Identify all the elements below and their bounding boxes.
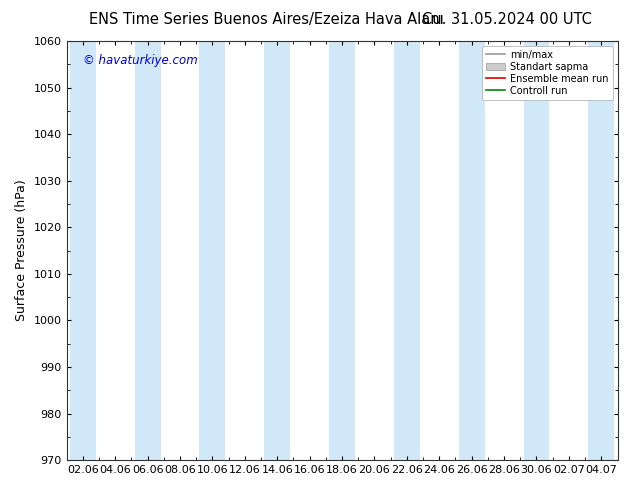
Bar — [588, 41, 614, 460]
Text: Cu. 31.05.2024 00 UTC: Cu. 31.05.2024 00 UTC — [422, 12, 592, 27]
Bar — [264, 41, 290, 460]
Y-axis label: Surface Pressure (hPa): Surface Pressure (hPa) — [15, 180, 28, 321]
Text: © havaturkiye.com: © havaturkiye.com — [83, 53, 198, 67]
Bar — [459, 41, 484, 460]
Bar — [200, 41, 225, 460]
Bar — [134, 41, 160, 460]
Legend: min/max, Standart sapma, Ensemble mean run, Controll run: min/max, Standart sapma, Ensemble mean r… — [482, 46, 612, 99]
Bar — [329, 41, 355, 460]
Bar — [70, 41, 96, 460]
Bar — [524, 41, 550, 460]
Bar — [394, 41, 420, 460]
Text: ENS Time Series Buenos Aires/Ezeiza Hava Alanı: ENS Time Series Buenos Aires/Ezeiza Hava… — [89, 12, 444, 27]
